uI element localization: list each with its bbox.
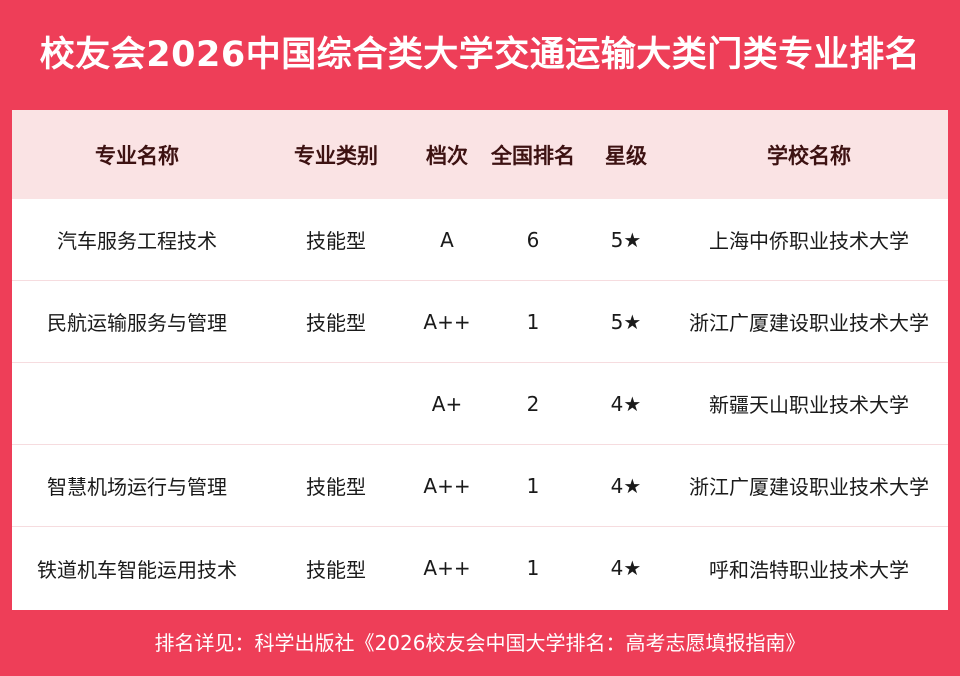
cell-rank: 1 <box>526 309 540 334</box>
cell-star: 4★ <box>610 473 642 498</box>
cell-rank: 1 <box>526 556 540 580</box>
table-row: 智慧机场运行与管理 技能型 A++ 1 4★ 浙江广厦建设职业技术大学 <box>12 445 948 527</box>
cell-major: 民航运输服务与管理 <box>47 311 227 335</box>
cell-type: 技能型 <box>306 557 366 582</box>
cell-grade: A++ <box>423 309 471 334</box>
cell-rank: 6 <box>526 227 540 252</box>
cell-rank: 2 <box>526 391 540 416</box>
cell-star: 5★ <box>610 309 642 334</box>
footer-note: 排名详见：科学出版社《2026校友会中国大学排名：高考志愿填报指南》 <box>154 631 806 655</box>
column-header-type: 专业类别 <box>294 143 378 168</box>
column-header-grade: 档次 <box>426 143 468 168</box>
cell-type: 技能型 <box>306 475 366 499</box>
table-header-row: 专业名称 专业类别 档次 全国排名 星级 学校名称 <box>12 110 948 199</box>
title-banner: 校友会2026中国综合类大学交通运输大类门类专业排名 <box>0 0 960 110</box>
cell-star: 4★ <box>610 391 642 416</box>
cell-major: 汽车服务工程技术 <box>57 229 217 253</box>
cell-school: 浙江广厦建设职业技术大学 <box>689 311 929 335</box>
cell-school: 浙江广厦建设职业技术大学 <box>689 475 929 499</box>
cell-star: 4★ <box>610 556 642 580</box>
table-row: 民航运输服务与管理 技能型 A++ 1 5★ 浙江广厦建设职业技术大学 <box>12 281 948 363</box>
table-row: 铁道机车智能运用技术 技能型 A++ 1 4★ 呼和浩特职业技术大学 <box>12 527 948 609</box>
cell-major: 铁道机车智能运用技术 <box>37 557 237 582</box>
cell-school: 新疆天山职业技术大学 <box>709 393 909 417</box>
cell-grade: A++ <box>423 556 471 580</box>
table-row: A+ 2 4★ 新疆天山职业技术大学 <box>12 363 948 445</box>
column-header-major: 专业名称 <box>95 143 179 168</box>
cell-grade: A+ <box>431 391 463 416</box>
cell-school: 上海中侨职业技术大学 <box>709 229 909 253</box>
footer-banner: 排名详见：科学出版社《2026校友会中国大学排名：高考志愿填报指南》 <box>0 610 960 676</box>
ranking-table: 专业名称 专业类别 档次 全国排名 星级 学校名称 汽车服务工程技术 技能型 A… <box>12 110 948 610</box>
cell-type: 技能型 <box>306 311 366 335</box>
cell-rank: 1 <box>526 473 540 498</box>
page-title: 校友会2026中国综合类大学交通运输大类门类专业排名 <box>39 34 921 75</box>
cell-star: 5★ <box>610 227 642 252</box>
cell-school: 呼和浩特职业技术大学 <box>709 557 909 582</box>
cell-grade: A++ <box>423 473 471 498</box>
cell-major: 智慧机场运行与管理 <box>47 475 227 499</box>
cell-grade: A <box>440 227 454 252</box>
table-row: 汽车服务工程技术 技能型 A 6 5★ 上海中侨职业技术大学 <box>12 199 948 281</box>
column-header-star: 星级 <box>605 143 647 168</box>
column-header-school: 学校名称 <box>767 143 851 168</box>
column-header-rank: 全国排名 <box>491 143 575 168</box>
cell-type: 技能型 <box>306 229 366 253</box>
